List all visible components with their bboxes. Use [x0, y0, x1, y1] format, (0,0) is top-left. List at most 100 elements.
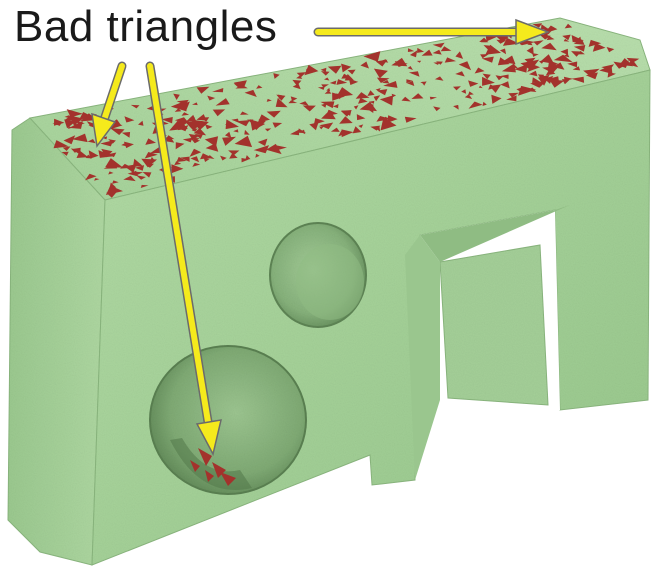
bad-triangle: [200, 117, 210, 122]
bad-triangle: [266, 98, 272, 102]
bad-triangle: [112, 180, 119, 184]
bad-triangle: [560, 48, 569, 55]
bad-triangle: [136, 175, 146, 180]
bad-triangle: [553, 54, 573, 63]
bad-triangle: [474, 67, 485, 74]
bad-triangle: [257, 138, 268, 146]
bad-triangle: [481, 56, 494, 63]
bad-triangle: [326, 87, 331, 92]
bad-triangle: [529, 70, 538, 77]
bad-triangle: [338, 130, 346, 137]
bad-triangle: [458, 61, 472, 71]
bad-triangle: [191, 119, 209, 131]
bad-triangle: [131, 171, 143, 176]
bad-triangle: [341, 63, 352, 73]
bad-triangle: [461, 89, 467, 94]
bad-triangle: [532, 23, 543, 28]
bad-triangle: [485, 44, 501, 55]
bad-triangle: [196, 86, 210, 94]
bad-triangle: [526, 46, 534, 55]
bad-triangle: [228, 150, 240, 156]
bad-triangle: [319, 122, 334, 130]
bad-triangle: [496, 39, 507, 44]
bad-triangle: [190, 156, 200, 163]
bad-triangle: [520, 59, 540, 71]
bad-triangle: [607, 72, 616, 78]
bad-triangle: [63, 135, 76, 145]
bad-triangle: [468, 80, 479, 87]
bad-triangle: [548, 76, 559, 82]
bad-triangle: [482, 76, 495, 86]
bad-triangle: [508, 92, 519, 98]
bad-triangle: [149, 147, 161, 154]
bad-triangle: [429, 96, 437, 100]
bad-triangle: [542, 77, 550, 81]
bad-triangle: [215, 98, 230, 106]
bad-triangle: [62, 146, 71, 151]
bad-triangle: [321, 84, 329, 88]
bad-triangle: [382, 79, 390, 84]
bad-triangle: [231, 118, 240, 123]
bad-triangle: [501, 63, 516, 73]
bad-triangle: [583, 68, 600, 77]
bad-triangle: [321, 71, 330, 76]
bad-triangle: [358, 97, 368, 104]
bad-triangle: [444, 57, 457, 63]
bad-triangle: [266, 143, 282, 155]
bad-triangle: [551, 66, 557, 70]
bad-triangle: [299, 101, 309, 106]
bad-triangle: [375, 88, 381, 91]
bad-triangle: [110, 128, 125, 135]
bad-triangle: [276, 94, 286, 101]
bad-triangle: [533, 40, 544, 46]
slot-ceiling: [420, 205, 570, 262]
bad-triangle: [145, 138, 156, 145]
bad-triangle: [142, 172, 152, 178]
bad-triangle: [69, 121, 83, 129]
bad-triangle: [327, 65, 342, 74]
bad-triangle: [564, 23, 573, 29]
bad-triangle: [563, 38, 570, 42]
arrow-right: [313, 18, 551, 46]
bad-triangle: [150, 156, 156, 162]
slot-left-inner: [405, 235, 440, 480]
bad-triangle: [74, 137, 82, 141]
bad-triangle: [436, 61, 443, 65]
bad-triangle: [320, 101, 335, 109]
bad-triangle: [527, 63, 541, 72]
bad-triangle: [511, 65, 519, 69]
bad-triangle: [494, 34, 509, 43]
bad-triangle: [319, 126, 324, 130]
arrow-down-long: [145, 61, 222, 457]
bad-triangle: [585, 72, 598, 80]
bad-triangle: [292, 83, 301, 90]
bad-triangle: [234, 135, 253, 148]
bad-triangle: [144, 152, 158, 159]
bad-triangle: [562, 34, 571, 41]
bad-triangle: [626, 57, 640, 64]
bad-triangle: [332, 104, 339, 109]
bad-triangle: [257, 114, 270, 123]
bad-triangle: [379, 95, 394, 106]
bad-triangle: [480, 54, 489, 59]
bad-triangle: [330, 127, 340, 132]
bad-triangle: [274, 145, 287, 151]
bad-triangle: [500, 74, 509, 79]
bad-triangle: [553, 62, 565, 70]
bad-triangle: [353, 105, 359, 110]
bad-triangle: [181, 112, 190, 116]
bad-triangle: [272, 122, 283, 128]
bad-triangle: [176, 99, 189, 105]
bad-triangle: [66, 109, 83, 118]
bad-triangle: [615, 60, 629, 68]
bad-triangle: [205, 143, 219, 152]
annotation-label: Bad triangles: [14, 2, 278, 51]
bad-triangle: [235, 120, 250, 127]
bad-triangle: [275, 97, 288, 108]
bad-triangle: [540, 24, 549, 30]
bad-triangle: [347, 69, 356, 75]
bad-triangle: [404, 116, 417, 123]
bad-triangle: [321, 103, 327, 108]
bad-triangle: [455, 71, 465, 77]
